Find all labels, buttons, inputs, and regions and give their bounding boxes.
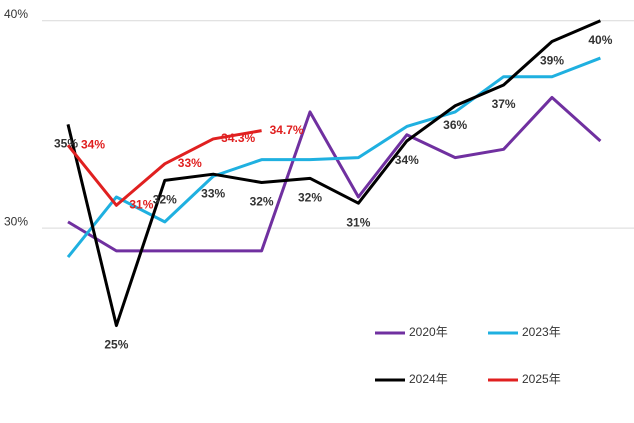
data-label: 34% bbox=[81, 137, 105, 151]
data-label: 34.7% bbox=[270, 123, 304, 137]
legend-label: 2025年 bbox=[522, 372, 561, 386]
data-label: 33% bbox=[178, 156, 202, 170]
data-label: 32% bbox=[153, 193, 177, 207]
data-label: 37% bbox=[492, 97, 516, 111]
data-label: 32% bbox=[250, 195, 274, 209]
legend-label: 2020年 bbox=[409, 325, 448, 339]
data-label: 33% bbox=[201, 186, 225, 200]
series-line bbox=[66, 19, 601, 328]
series-line bbox=[66, 129, 262, 207]
y-tick-label: 30% bbox=[4, 214, 28, 228]
series-line bbox=[67, 95, 602, 253]
y-tick-label: 40% bbox=[4, 7, 28, 21]
data-label: 25% bbox=[104, 338, 128, 352]
data-label: 35% bbox=[54, 137, 78, 151]
data-label: 34.3% bbox=[221, 131, 255, 145]
data-label: 34% bbox=[395, 153, 419, 167]
data-label: 31% bbox=[129, 197, 153, 211]
data-label: 40% bbox=[588, 33, 612, 47]
data-label: 39% bbox=[540, 54, 564, 68]
data-label: 36% bbox=[443, 118, 467, 132]
data-label: 31% bbox=[346, 215, 370, 229]
data-label: 32% bbox=[298, 190, 322, 204]
legend-label: 2024年 bbox=[409, 372, 448, 386]
legend-label: 2023年 bbox=[522, 325, 561, 339]
